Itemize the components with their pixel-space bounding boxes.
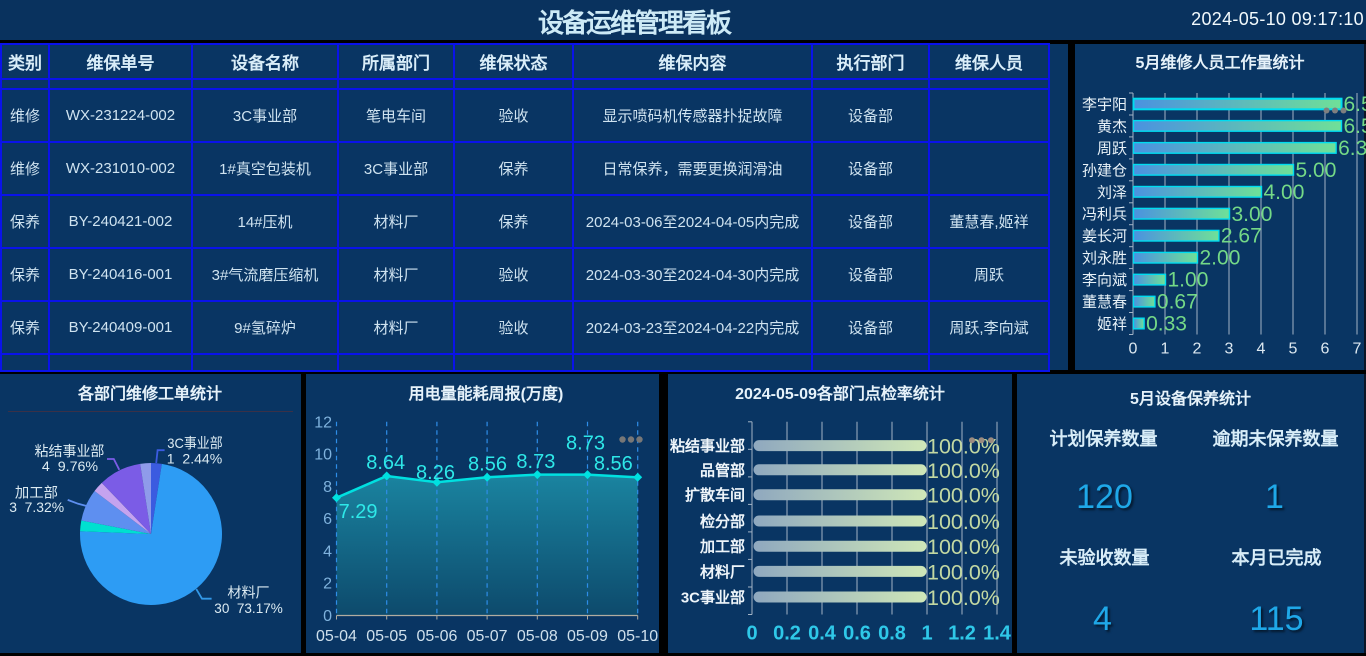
svg-text:10: 10 — [314, 447, 332, 464]
svg-text:6.50: 6.50 — [1344, 93, 1366, 116]
svg-text:2.67: 2.67 — [1221, 225, 1262, 248]
svg-text:粘结事业部: 粘结事业部 — [670, 437, 745, 455]
svg-text:各部门维修工单统计: 各部门维修工单统计 — [77, 384, 222, 403]
svg-text:0.8: 0.8 — [878, 623, 906, 645]
svg-text:2.00: 2.00 — [1200, 247, 1241, 270]
svg-text:8.56: 8.56 — [594, 453, 633, 475]
svg-text:4: 4 — [323, 543, 332, 560]
svg-text:8.64: 8.64 — [366, 452, 405, 474]
svg-text:刘永胜: 刘永胜 — [1082, 250, 1127, 267]
svg-text:100.0%: 100.0% — [927, 586, 1000, 610]
svg-text:加工部: 加工部 — [699, 538, 745, 556]
svg-text:董慧春: 董慧春 — [1082, 294, 1127, 311]
svg-text:100.0%: 100.0% — [927, 560, 1000, 584]
svg-text:1: 1 — [1161, 341, 1170, 358]
svg-text:扩散车间: 扩散车间 — [685, 486, 745, 504]
svg-text:3C事业部: 3C事业部 — [167, 435, 222, 451]
svg-text:100.0%: 100.0% — [927, 459, 1000, 483]
svg-text:8.26: 8.26 — [416, 462, 455, 484]
svg-text:4: 4 — [1257, 341, 1266, 358]
svg-text:100.0%: 100.0% — [927, 484, 1000, 508]
svg-text:0.33: 0.33 — [1146, 313, 1187, 336]
svg-text:1.00: 1.00 — [1168, 269, 1209, 292]
svg-text:0.2: 0.2 — [773, 623, 801, 645]
svg-text:粘结事业部: 粘结事业部 — [35, 443, 105, 459]
svg-text:0.6: 0.6 — [843, 623, 871, 645]
svg-text:李宇阳: 李宇阳 — [1082, 97, 1127, 114]
svg-text:5.00: 5.00 — [1296, 159, 1337, 182]
svg-text:2024-05-09各部门点检率统计: 2024-05-09各部门点检率统计 — [735, 384, 945, 403]
svg-text:1.4: 1.4 — [983, 623, 1012, 645]
svg-text:6.33: 6.33 — [1338, 137, 1366, 160]
svg-text:7.29: 7.29 — [339, 501, 378, 523]
svg-text:6: 6 — [1321, 341, 1330, 358]
svg-text:黄杰: 黄杰 — [1097, 118, 1127, 135]
svg-text:05-06: 05-06 — [416, 628, 457, 645]
svg-text:3.00: 3.00 — [1232, 203, 1273, 226]
svg-text:12: 12 — [314, 414, 332, 431]
svg-text:5月维修人员工作量统计: 5月维修人员工作量统计 — [1136, 53, 1305, 72]
svg-text:材料厂: 材料厂 — [700, 563, 745, 581]
svg-text:6.50: 6.50 — [1344, 115, 1366, 138]
svg-text:姜长河: 姜长河 — [1082, 228, 1127, 245]
svg-text:冯利兵: 冯利兵 — [1082, 206, 1127, 223]
svg-text:6: 6 — [323, 511, 332, 528]
svg-text:05-10: 05-10 — [617, 628, 658, 645]
svg-text:100.0%: 100.0% — [927, 535, 1000, 559]
svg-text:3C事业部: 3C事业部 — [681, 589, 745, 607]
svg-text:1.2: 1.2 — [948, 623, 976, 645]
svg-text:1 2.44%: 1 2.44% — [167, 451, 222, 467]
svg-text:4 9.76%: 4 9.76% — [42, 458, 98, 474]
svg-text:检分部: 检分部 — [700, 513, 745, 531]
svg-text:姬祥: 姬祥 — [1097, 316, 1127, 333]
svg-text:7: 7 — [1353, 341, 1362, 358]
svg-text:2: 2 — [1193, 341, 1202, 358]
svg-text:100.0%: 100.0% — [927, 435, 1000, 459]
svg-text:材料厂: 材料厂 — [227, 584, 269, 600]
svg-text:加工部: 加工部 — [15, 485, 58, 501]
svg-text:8.73: 8.73 — [566, 433, 605, 455]
svg-text:4.00: 4.00 — [1264, 181, 1305, 204]
svg-text:05-08: 05-08 — [517, 628, 558, 645]
svg-text:05-09: 05-09 — [567, 628, 608, 645]
svg-text:0.67: 0.67 — [1157, 291, 1198, 314]
svg-text:周跃: 周跃 — [1097, 140, 1127, 157]
svg-text:0: 0 — [1129, 341, 1138, 358]
svg-text:5: 5 — [1289, 341, 1298, 358]
svg-text:0.4: 0.4 — [808, 623, 837, 645]
svg-text:1: 1 — [921, 623, 932, 645]
svg-text:05-04: 05-04 — [316, 628, 357, 645]
svg-text:30 73.17%: 30 73.17% — [214, 600, 282, 616]
svg-text:李向斌: 李向斌 — [1082, 272, 1127, 289]
svg-text:8.56: 8.56 — [468, 454, 507, 476]
svg-text:8.73: 8.73 — [516, 451, 555, 473]
svg-text:孙建仓: 孙建仓 — [1082, 162, 1127, 179]
svg-text:2: 2 — [323, 576, 332, 593]
svg-text:0: 0 — [323, 608, 332, 625]
svg-text:05-07: 05-07 — [467, 628, 508, 645]
svg-text:0: 0 — [746, 623, 757, 645]
svg-text:用电量能耗周报(万度): 用电量能耗周报(万度) — [409, 384, 564, 403]
svg-text:8: 8 — [323, 479, 332, 496]
svg-text:3: 3 — [1225, 341, 1234, 358]
svg-text:05-05: 05-05 — [366, 628, 407, 645]
svg-text:3 7.32%: 3 7.32% — [9, 499, 64, 515]
svg-text:100.0%: 100.0% — [927, 510, 1000, 534]
svg-text:品管部: 品管部 — [700, 461, 745, 479]
svg-text:刘泽: 刘泽 — [1097, 184, 1127, 201]
